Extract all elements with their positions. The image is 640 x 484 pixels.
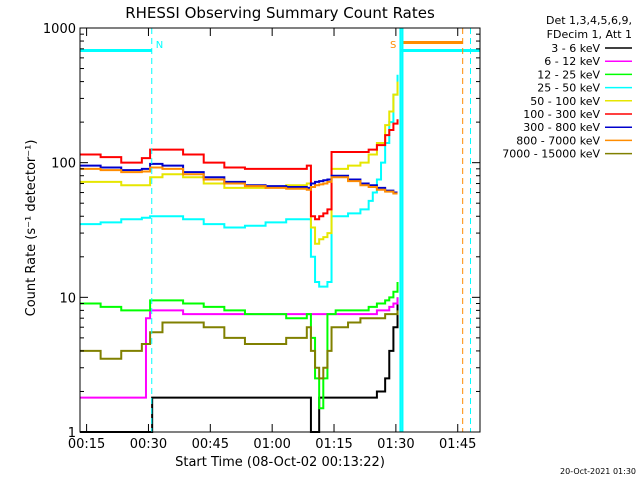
legend-label-300-800-kev: 300 - 800 keV — [523, 121, 600, 134]
y-tick-label-1000: 1000 — [43, 22, 76, 37]
plot-area: N S 00:15 00:30 00:45 01:00 01:15 01:30 01:45 1 10… — [43, 22, 481, 452]
series-line-800-7000-kev — [80, 166, 398, 195]
y-tick-label-10: 10 — [59, 291, 76, 306]
series-line-7000-15000-kev — [80, 310, 399, 380]
legend-header-detectors: Det 1,3,4,5,6,9, — [546, 14, 632, 27]
x-tick-label-01-00: 01:00 — [253, 437, 290, 452]
legend-label-6-12-kev: 6 - 12 keV — [544, 55, 600, 68]
legend-label-100-300-kev: 100 - 300 keV — [523, 108, 600, 121]
y-tick-label-1: 1 — [68, 426, 76, 441]
x-tick-label-00-15: 00:15 — [68, 437, 105, 452]
x-tick-label-00-45: 00:45 — [192, 437, 229, 452]
legend-label-7000-15000-kev: 7000 - 15000 keV — [502, 148, 600, 161]
x-tick-label-01-15: 01:15 — [315, 437, 352, 452]
chart-title: RHESSI Observing Summary Count Rates — [125, 4, 435, 22]
series-line-12-25-kev — [80, 281, 399, 410]
y-axis-label: Count Rate (s⁻¹ detector⁻¹) — [24, 140, 39, 317]
plot-frame — [79, 27, 481, 433]
marker-label-s: S — [390, 40, 396, 51]
legend-label-800-7000-kev: 800 - 7000 keV — [516, 134, 600, 147]
x-tick-label-01-45: 01:45 — [439, 437, 476, 452]
legend-header-decimation: FDecim 1, Att 1 — [547, 28, 632, 41]
series-line-6-12-kev — [80, 297, 399, 399]
x-axis-label: Start Time (08-Oct-02 00:13:22) — [175, 455, 385, 470]
x-tick-label-01-30: 01:30 — [377, 437, 414, 452]
legend-label-3-6-kev: 3 - 6 keV — [551, 42, 600, 55]
series-line-25-50-kev — [80, 74, 399, 288]
legend-label-50-100-kev: 50 - 100 keV — [530, 95, 600, 108]
legend-label-12-25-kev: 12 - 25 keV — [537, 68, 600, 81]
plot-timestamp: 20-Oct-2021 01:30 — [560, 467, 636, 476]
series-line-100-300-kev — [80, 119, 399, 221]
legend-label-25-50-kev: 25 - 50 keV — [537, 82, 600, 95]
x-tick-label-00-30: 00:30 — [130, 437, 167, 452]
marker-label-n: N — [156, 40, 163, 51]
y-tick-label-100: 100 — [51, 157, 76, 172]
